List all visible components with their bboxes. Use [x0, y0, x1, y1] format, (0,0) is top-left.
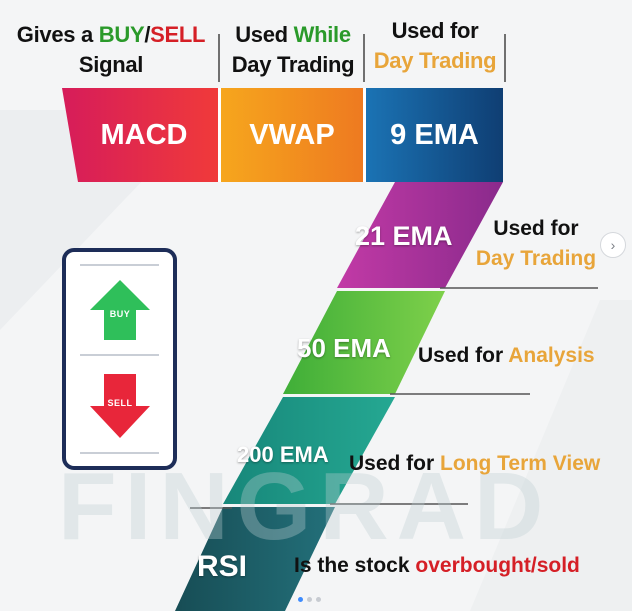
ema200-desc-prefix: Used for: [349, 452, 441, 475]
ema9-note-line1: Used for: [391, 18, 479, 43]
sell-arrow-label: SELL: [107, 398, 133, 408]
carousel-dot-active[interactable]: [298, 597, 303, 602]
rsi-desc-prefix: Is the stock: [294, 554, 416, 577]
vwap-note: Used While Day Trading: [222, 20, 364, 80]
ema200-desc-highlight: Long Term View: [440, 452, 601, 475]
macd-label: MACD: [100, 118, 188, 151]
ema21-description: Used for Day Trading: [470, 214, 602, 274]
vwap-note-prefix: Used: [235, 22, 294, 47]
ema21-segment: [337, 182, 503, 288]
ema9-label: 9 EMA: [390, 118, 479, 151]
ema50-description: Used for Analysis: [418, 344, 595, 368]
macd-note: Gives a BUY/SELL Signal: [8, 20, 214, 80]
ema50-desc-prefix: Used for: [418, 344, 509, 367]
sell-arrow-icon: [90, 374, 150, 438]
phone-middle-bar: [80, 354, 159, 356]
macd-box-shape: [62, 88, 218, 182]
carousel-dot[interactable]: [316, 597, 321, 602]
vwap-note-line2: Day Trading: [231, 52, 355, 77]
buy-arrow-icon: [90, 280, 150, 340]
ema200-label: 200 EMA: [237, 442, 329, 467]
ema200-description: Used for Long Term View: [349, 452, 600, 476]
buy-text: BUY: [98, 22, 145, 47]
rsi-segment: [175, 507, 335, 611]
ema9-note-line2: Day Trading: [373, 48, 497, 73]
ema9-box-shape: [366, 88, 503, 182]
buy-arrow-label: BUY: [109, 309, 131, 319]
slash-text: /: [144, 22, 151, 47]
macd-note-prefix: Gives a: [16, 22, 99, 47]
rsi-label: RSI: [197, 550, 248, 583]
ema21-desc-line2: Day Trading: [475, 247, 597, 270]
rsi-desc-highlight: overbought/sold: [415, 554, 580, 577]
carousel-dot[interactable]: [307, 597, 312, 602]
macd-note-line2: Signal: [78, 52, 144, 77]
ema9-note: Used for Day Trading: [366, 16, 504, 76]
phone-bottom-bar: [80, 452, 159, 454]
sell-text: SELL: [150, 22, 206, 47]
vwap-box-shape: [221, 88, 363, 182]
vwap-label: VWAP: [249, 118, 335, 151]
ema200-segment: [223, 397, 395, 504]
vwap-note-highlight: While: [293, 22, 351, 47]
phone-illustration: BUY SELL: [62, 248, 177, 470]
chevron-right-icon: ›: [610, 237, 616, 253]
watermark: FINGRAD: [58, 453, 552, 560]
phone-top-bar: [80, 264, 159, 266]
ema50-desc-highlight: Analysis: [508, 344, 595, 367]
ema50-label: 50 EMA: [297, 333, 391, 363]
rsi-description: Is the stock overbought/sold: [294, 554, 580, 578]
carousel-next-button[interactable]: ›: [600, 232, 626, 258]
ema50-segment: [283, 291, 445, 394]
ema21-desc-line1: Used for: [493, 217, 579, 240]
ema21-label: 21 EMA: [355, 221, 453, 251]
